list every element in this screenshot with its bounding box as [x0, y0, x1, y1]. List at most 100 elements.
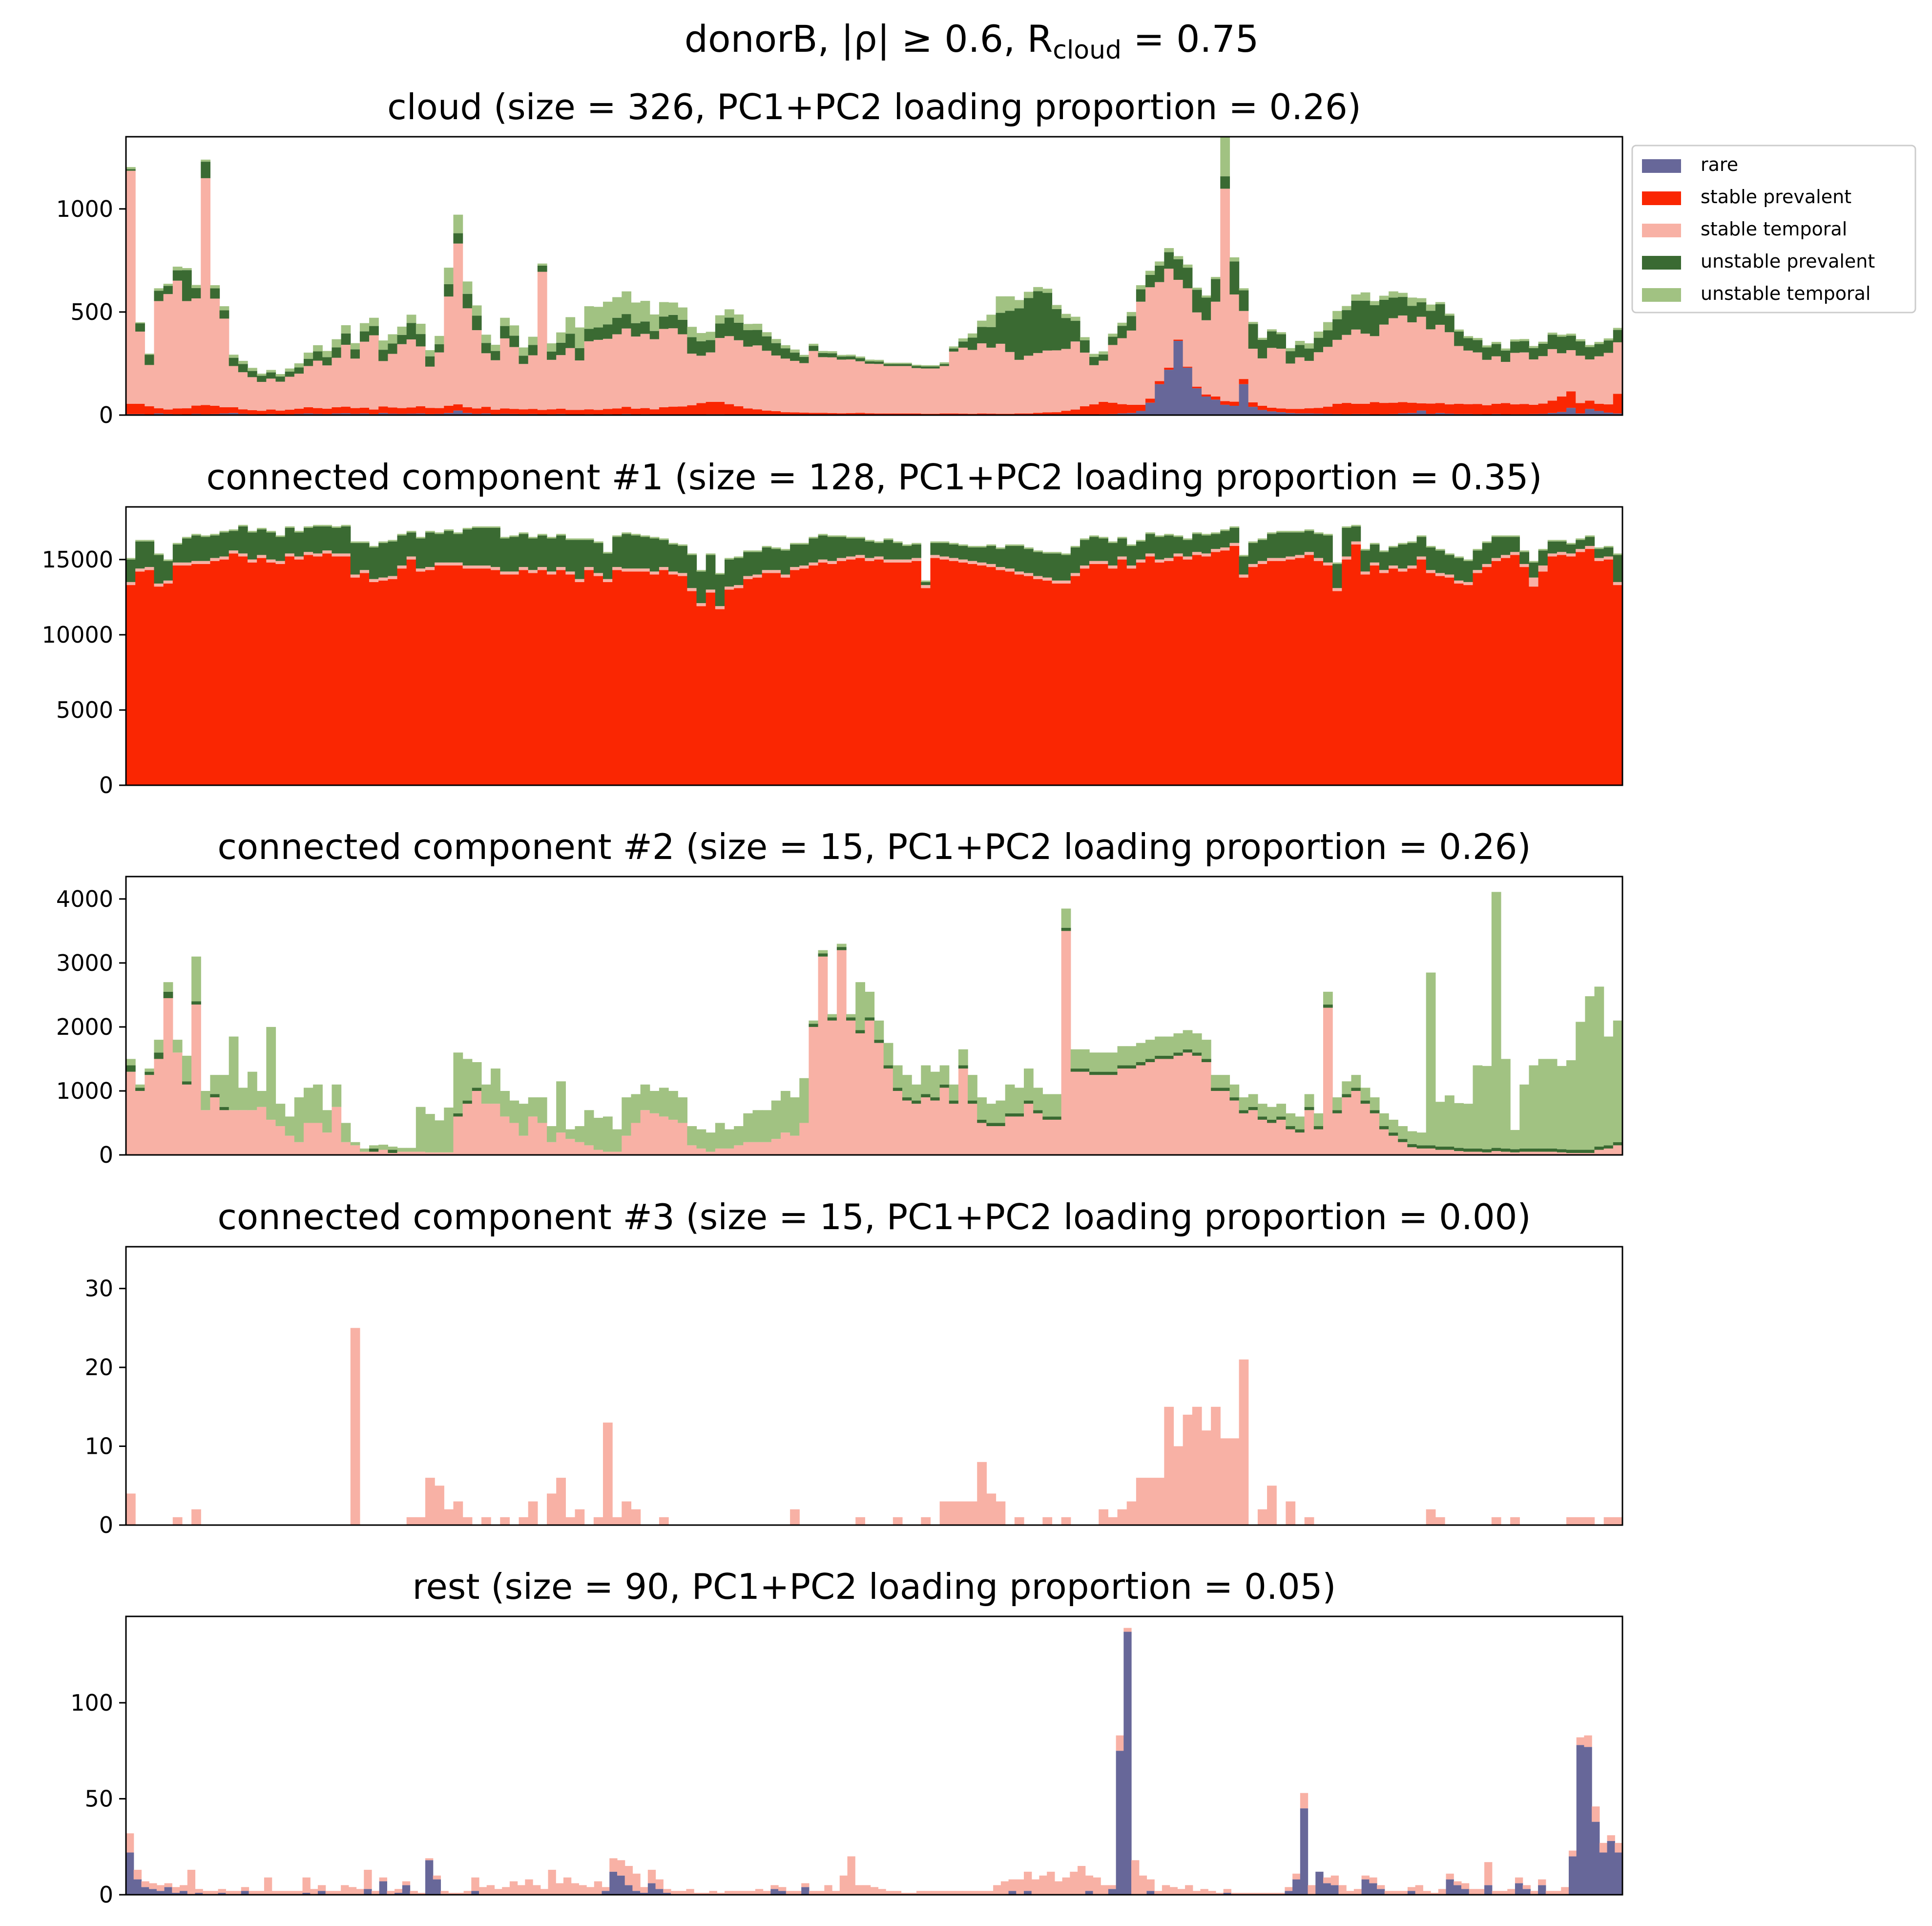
bar-segment-unstable-prevalent	[1136, 1062, 1146, 1066]
bar-segment-unstable-prevalent	[1042, 1116, 1052, 1120]
bar-segment-unstable-temporal	[687, 553, 697, 555]
bar-segment-stable-temporal	[631, 336, 641, 409]
bar-segment-stable-temporal	[1033, 1113, 1043, 1155]
bar-segment-unstable-prevalent	[650, 331, 660, 339]
bar-segment-unstable-temporal	[565, 539, 575, 540]
bar-segment-unstable-temporal	[790, 350, 800, 353]
bar-segment-unstable-temporal	[958, 544, 968, 546]
bar-segment-unstable-temporal	[1061, 909, 1071, 928]
bar-segment-stable-prevalent	[565, 410, 575, 414]
bar-segment-unstable-temporal	[407, 531, 416, 532]
bar-segment-stable-prevalent	[416, 571, 426, 785]
bar-segment-rare	[1183, 368, 1193, 415]
bar-segment-stable-temporal	[1463, 582, 1473, 585]
bar-segment-unstable-temporal	[191, 285, 201, 288]
bar-segment-unstable-prevalent	[1239, 291, 1249, 311]
bar-segment-unstable-prevalent	[1482, 1149, 1492, 1152]
bar-segment-stable-temporal	[479, 1887, 487, 1895]
bar-segment-unstable-prevalent	[1248, 324, 1258, 349]
bar-segment-unstable-temporal	[463, 1059, 473, 1100]
bar-segment-stable-prevalent	[1595, 404, 1604, 411]
bar-segment-unstable-temporal	[977, 321, 987, 327]
bar-segment-stable-temporal	[1510, 353, 1520, 404]
bar-segment-stable-temporal	[968, 1502, 977, 1525]
panel-title: connected component #3 (size = 15, PC1+P…	[217, 1196, 1531, 1237]
bar-segment-unstable-temporal	[855, 982, 865, 1030]
bar-segment-stable-prevalent	[631, 571, 641, 785]
bar-segment-stable-temporal	[1248, 564, 1258, 567]
bar-segment-unstable-temporal	[1454, 1103, 1464, 1148]
bar-segment-unstable-prevalent	[285, 528, 295, 553]
bar-segment-stable-prevalent	[771, 411, 781, 415]
bar-segment-stable-temporal	[500, 338, 510, 409]
bar-segment-unstable-temporal	[1211, 277, 1221, 279]
bar-segment-stable-temporal	[1561, 1887, 1569, 1895]
bar-segment-stable-prevalent	[1042, 581, 1052, 785]
bar-segment-unstable-temporal	[996, 296, 1006, 313]
bar-segment-unstable-temporal	[435, 1120, 444, 1152]
bar-segment-stable-temporal	[855, 1033, 865, 1155]
bar-segment-rare	[1108, 1889, 1116, 1895]
bar-segment-unstable-prevalent	[1080, 540, 1090, 565]
bar-segment-unstable-temporal	[1220, 529, 1230, 531]
bar-segment-unstable-prevalent	[715, 324, 725, 338]
bar-segment-stable-temporal	[1258, 1509, 1267, 1525]
bar-segment-unstable-temporal	[641, 1085, 650, 1110]
bar-segment-stable-prevalent	[257, 558, 267, 785]
bar-segment-unstable-prevalent	[444, 284, 454, 296]
bar-segment-stable-temporal	[1361, 1104, 1371, 1155]
bar-segment-stable-temporal	[1332, 340, 1342, 404]
bar-segment-stable-temporal	[1351, 1091, 1361, 1155]
bar-segment-stable-temporal	[1267, 348, 1277, 407]
bar-segment-stable-prevalent	[1501, 403, 1511, 415]
bar-segment-unstable-temporal	[818, 351, 828, 353]
bar-segment-stable-temporal	[154, 301, 164, 409]
bar-segment-unstable-prevalent	[1585, 347, 1595, 359]
bar-segment-unstable-prevalent	[828, 1017, 837, 1021]
bar-segment-stable-temporal	[191, 561, 201, 564]
bar-segment-stable-temporal	[828, 561, 837, 564]
bar-segment-unstable-prevalent	[369, 326, 379, 335]
bar-segment-stable-temporal	[416, 346, 426, 406]
bar-segment-stable-temporal	[1248, 1110, 1258, 1155]
bar-segment-stable-temporal	[351, 574, 360, 577]
bar-segment-rare	[1577, 1745, 1584, 1895]
bar-segment-unstable-prevalent	[154, 555, 164, 584]
bar-segment-unstable-temporal	[828, 535, 837, 537]
bar-segment-unstable-temporal	[752, 1110, 762, 1142]
bar-segment-unstable-temporal	[1510, 339, 1520, 341]
bar-segment-unstable-temporal	[1314, 332, 1324, 338]
bar-segment-unstable-prevalent	[1351, 1088, 1361, 1091]
bar-segment-unstable-prevalent	[1174, 1052, 1184, 1056]
bar-segment-stable-temporal	[1118, 1509, 1127, 1525]
bar-segment-unstable-prevalent	[1211, 279, 1221, 301]
bar-segment-stable-temporal	[1389, 1136, 1398, 1155]
bar-segment-stable-temporal	[622, 1502, 631, 1525]
bar-segment-stable-prevalent	[154, 586, 164, 785]
bar-segment-stable-temporal	[571, 1883, 579, 1895]
bar-segment-unstable-prevalent	[453, 233, 463, 244]
bar-segment-rare	[609, 1872, 617, 1895]
bar-segment-unstable-temporal	[1361, 293, 1371, 301]
bar-segment-stable-temporal	[912, 368, 921, 414]
bar-segment-unstable-temporal	[1305, 343, 1314, 349]
y-tick-label: 5000	[56, 697, 113, 723]
bar-segment-unstable-temporal	[762, 1110, 772, 1142]
bar-segment-unstable-prevalent	[1192, 290, 1202, 312]
bar-segment-stable-prevalent	[1276, 408, 1286, 412]
bar-segment-stable-temporal	[752, 1142, 762, 1155]
bar-segment-unstable-temporal	[1276, 1104, 1286, 1116]
bar-segment-stable-temporal	[425, 367, 435, 408]
bar-segment-stable-prevalent	[603, 409, 613, 414]
bar-segment-unstable-temporal	[1473, 338, 1483, 340]
bar-segment-stable-temporal	[238, 553, 248, 556]
bar-segment-stable-temporal	[565, 1139, 575, 1155]
bar-segment-stable-temporal	[837, 950, 847, 1155]
bar-segment-stable-temporal	[977, 1123, 987, 1155]
bar-segment-stable-temporal	[547, 1142, 557, 1155]
bar-segment-stable-temporal	[1379, 570, 1389, 573]
bar-segment-unstable-prevalent	[1576, 1150, 1585, 1153]
bar-segment-unstable-prevalent	[622, 534, 631, 568]
bar-segment-rare	[770, 1889, 778, 1895]
bar-segment-unstable-prevalent	[332, 528, 341, 553]
